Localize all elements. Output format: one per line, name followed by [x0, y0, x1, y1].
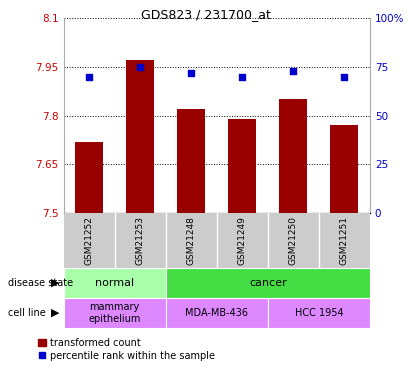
Bar — [177, 109, 206, 213]
Text: GDS823 / 231700_at: GDS823 / 231700_at — [141, 8, 270, 21]
Text: ▶: ▶ — [51, 308, 60, 318]
Text: GSM21249: GSM21249 — [238, 216, 247, 265]
Bar — [166, 298, 268, 328]
Text: HCC 1954: HCC 1954 — [295, 308, 343, 318]
Bar — [75, 141, 103, 213]
Bar — [330, 125, 358, 213]
Point — [239, 74, 246, 80]
Text: GSM21251: GSM21251 — [340, 216, 349, 265]
Legend: transformed count, percentile rank within the sample: transformed count, percentile rank withi… — [38, 338, 215, 361]
Text: GSM21253: GSM21253 — [136, 216, 145, 265]
Text: normal: normal — [95, 278, 134, 288]
Point — [86, 74, 92, 80]
Text: disease state: disease state — [8, 278, 73, 288]
Bar — [126, 60, 154, 213]
Point — [137, 64, 143, 70]
Text: MDA-MB-436: MDA-MB-436 — [185, 308, 248, 318]
Bar — [64, 268, 166, 298]
Text: GSM21252: GSM21252 — [85, 216, 94, 265]
Bar — [268, 298, 370, 328]
Text: cancer: cancer — [249, 278, 287, 288]
Text: GSM21250: GSM21250 — [289, 216, 298, 265]
Text: ▶: ▶ — [51, 278, 60, 288]
Point — [341, 74, 348, 80]
Point — [188, 70, 194, 76]
Text: cell line: cell line — [8, 308, 46, 318]
Bar — [64, 298, 166, 328]
Point — [290, 68, 297, 74]
Text: mammary
epithelium: mammary epithelium — [88, 302, 141, 324]
Bar — [279, 99, 307, 213]
Bar — [166, 268, 370, 298]
Bar — [228, 119, 256, 213]
Text: GSM21248: GSM21248 — [187, 216, 196, 265]
